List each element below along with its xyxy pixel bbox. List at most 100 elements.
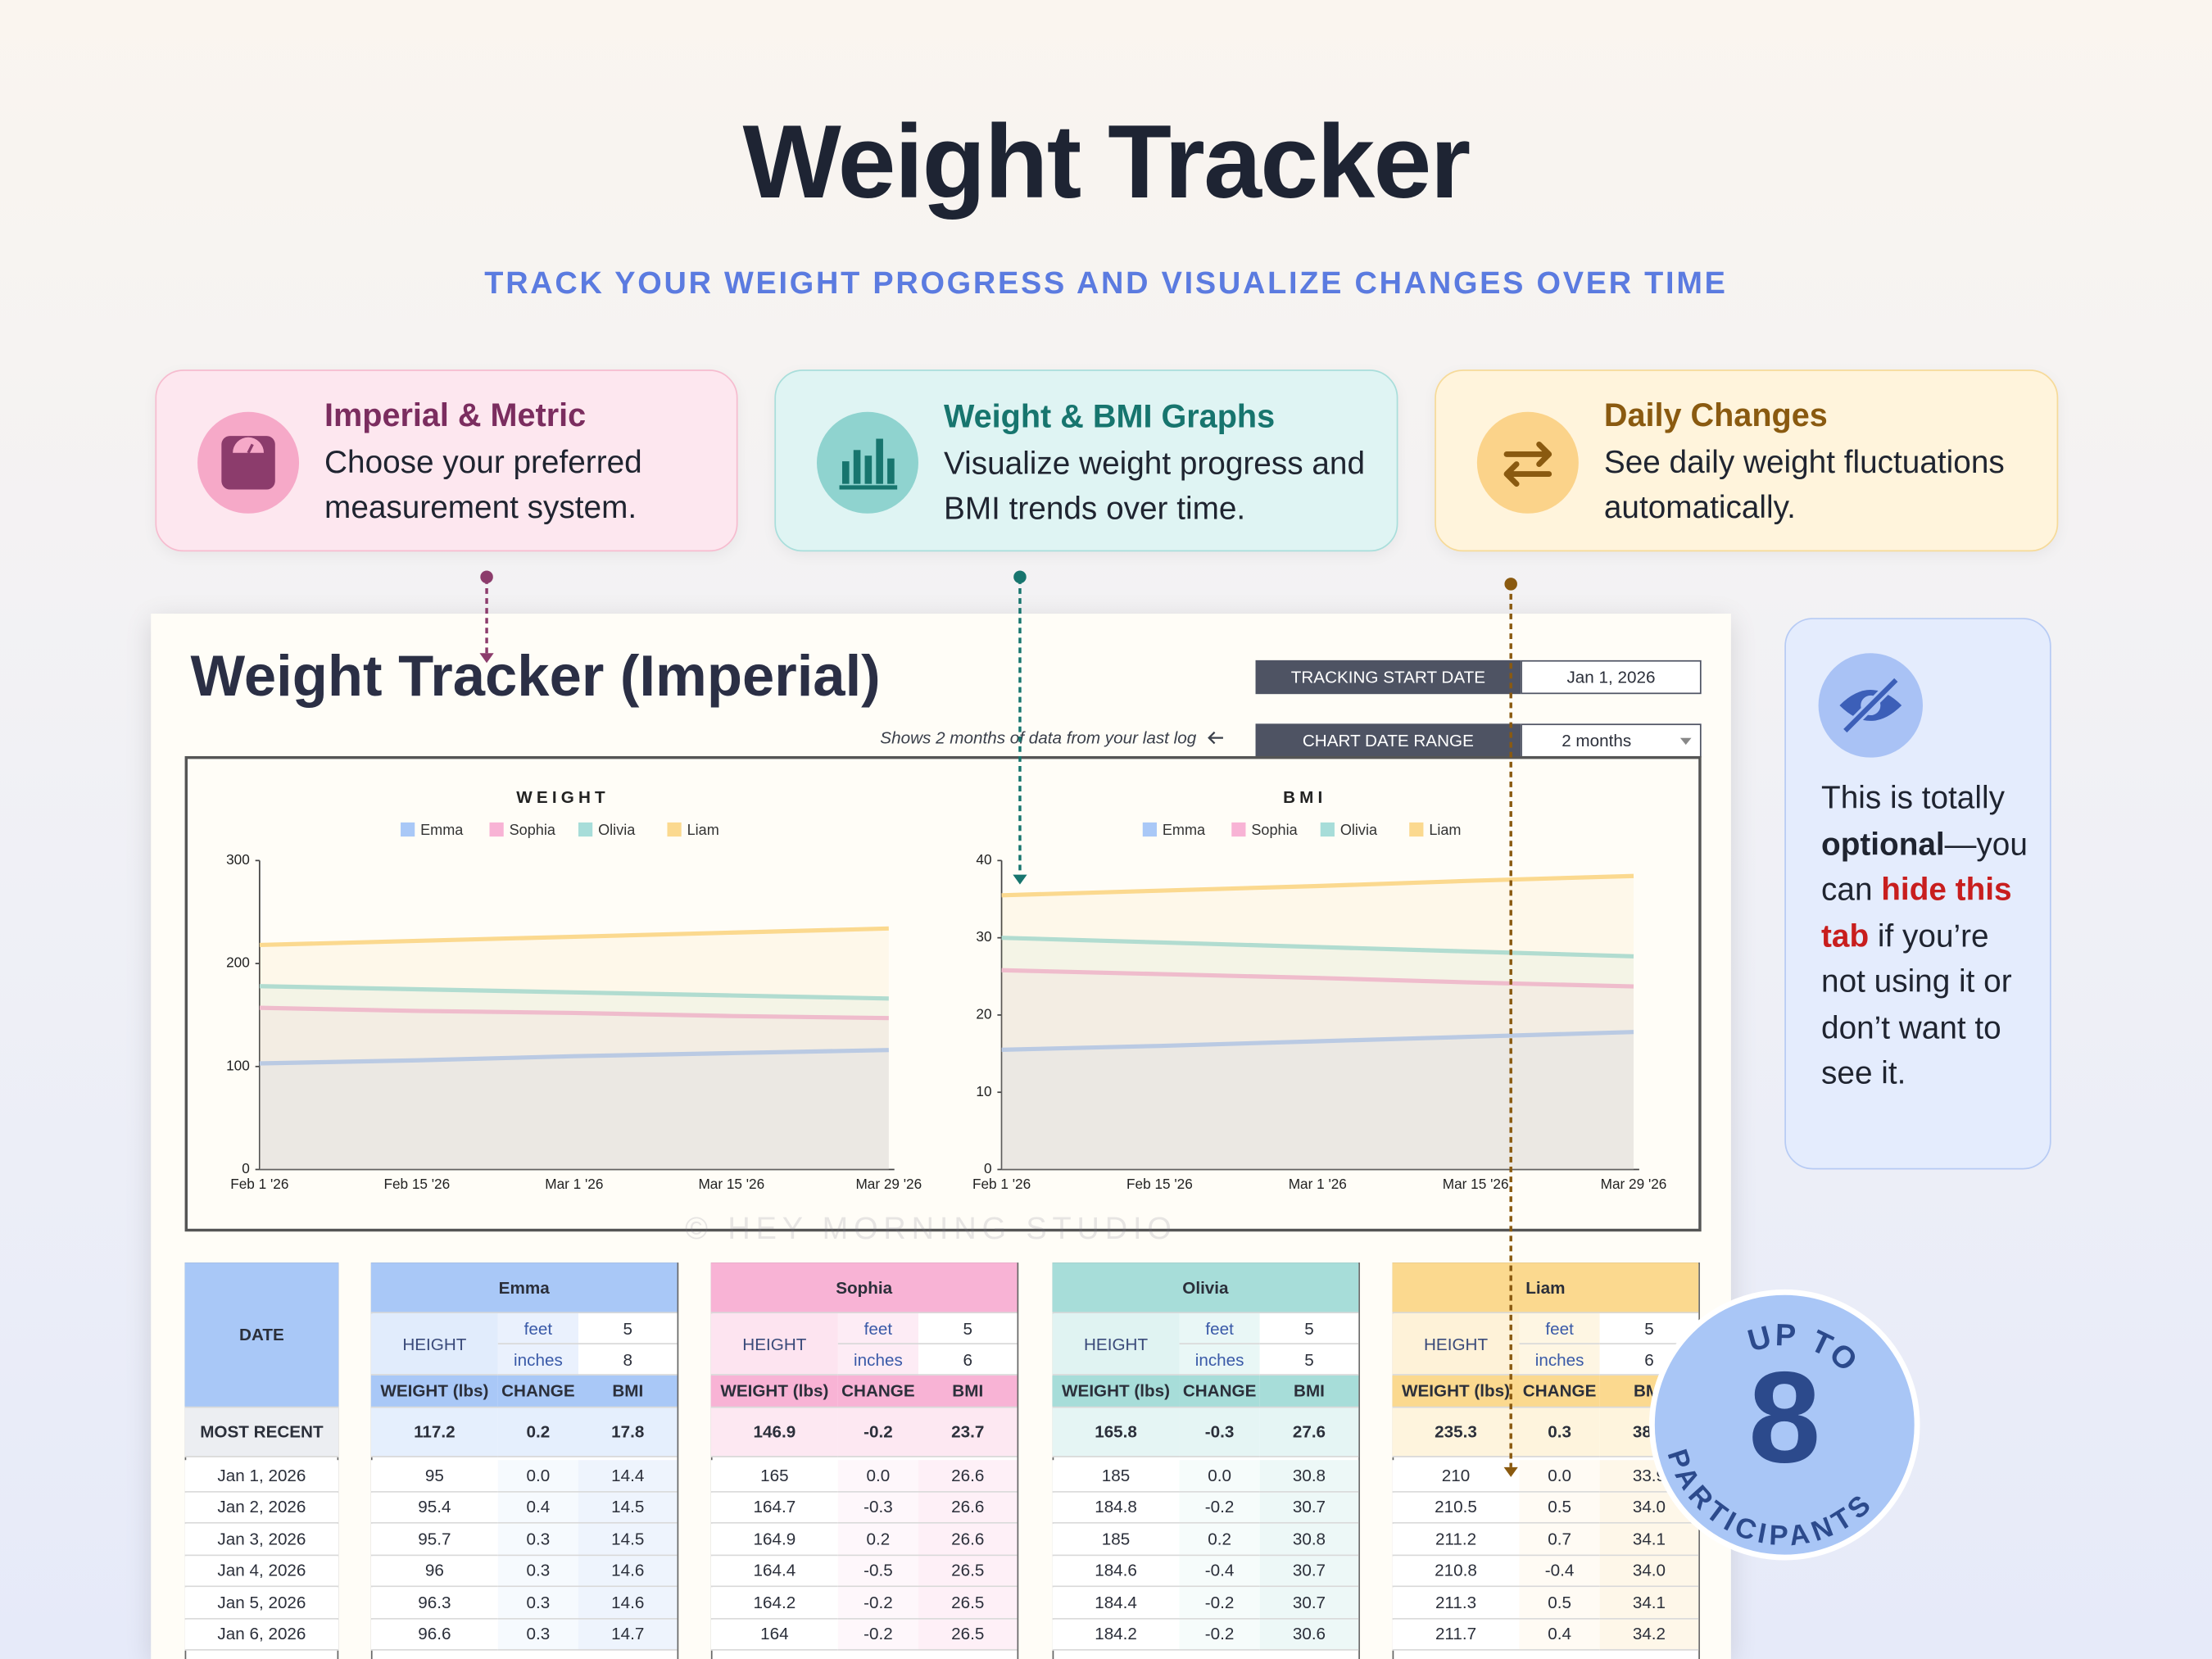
feature-card: Weight & BMI Graphs Visualize weight pro… xyxy=(774,369,1398,552)
side-note-part: This is totally xyxy=(1821,780,2005,816)
legend-swatch xyxy=(1320,822,1335,837)
area xyxy=(1001,970,1634,1170)
area xyxy=(1001,937,1634,1170)
table-cell: 17.8 xyxy=(578,1407,678,1457)
table-cell: 27.6 xyxy=(1259,1407,1359,1457)
feature-title: Imperial & Metric xyxy=(324,396,587,433)
x-tick-label: Mar 15 '26 xyxy=(698,1176,764,1192)
table-cell: -0.2 xyxy=(1179,1618,1260,1651)
table-cell: Emma xyxy=(370,1262,678,1314)
table-cell: Jan 6, 2026 xyxy=(184,1618,339,1651)
table-cell: inches xyxy=(837,1344,918,1376)
table-cell: 23.7 xyxy=(918,1407,1018,1457)
table-cell: 26.6 xyxy=(918,1460,1018,1492)
watermark: © HEY MORNING STUDIO xyxy=(685,1210,1177,1246)
table-cell: DATE xyxy=(184,1262,339,1408)
table-cell: 26.5 xyxy=(918,1618,1018,1651)
line xyxy=(1001,936,1634,959)
range-value[interactable]: 2 months xyxy=(1562,730,1632,751)
table-cell: 26.5 xyxy=(918,1555,1018,1588)
y-tick-label: 40 xyxy=(976,851,991,868)
legend-label: Emma xyxy=(420,822,464,838)
feature-icon xyxy=(1476,411,1579,514)
table-cell: 5 xyxy=(1259,1313,1359,1345)
table-cell: 0.7 xyxy=(1519,1523,1600,1556)
table-cell: 0.3 xyxy=(497,1587,578,1619)
table-cell: 211.3 xyxy=(1392,1587,1520,1619)
table-cell: 96.6 xyxy=(370,1618,498,1651)
chart-title: WEIGHT xyxy=(516,788,610,807)
legend-label: Emma xyxy=(1163,822,1206,838)
badge-number: 8 xyxy=(1748,1344,1820,1489)
hide-icon xyxy=(1818,653,1924,758)
table-cell: BMI xyxy=(918,1375,1018,1408)
table-cell: 26.6 xyxy=(918,1491,1018,1524)
x-tick-label: Feb 1 '26 xyxy=(230,1176,288,1192)
table-cell: WEIGHT (lbs) xyxy=(1052,1375,1180,1408)
feature-title: Daily Changes xyxy=(1603,396,1828,433)
feature-text: See daily weight fluctuations automatica… xyxy=(1603,444,2005,525)
page-title: Weight Tracker xyxy=(742,102,1471,220)
side-note-part: if you’re not using it or don’t want to … xyxy=(1821,918,2012,1091)
table-cell: 0.3 xyxy=(1519,1407,1600,1457)
sheet-title: Weight Tracker (Imperial) xyxy=(190,643,881,709)
table-cell: -0.2 xyxy=(837,1618,918,1651)
table-cell: 164.2 xyxy=(710,1587,838,1619)
table-cell: inches xyxy=(1179,1344,1260,1376)
feature-text: Choose your preferred measurement system… xyxy=(324,444,642,525)
table-cell: CHANGE xyxy=(1519,1375,1600,1408)
table-cell: Jan 1, 2026 xyxy=(184,1460,339,1492)
table-cell: 8 xyxy=(578,1344,678,1376)
table-cell: BMI xyxy=(1259,1375,1359,1408)
legend-label: Olivia xyxy=(1340,822,1378,838)
y-tick-label: 0 xyxy=(984,1160,992,1176)
table-cell: 210 xyxy=(1392,1460,1520,1492)
table-cell: 14.4 xyxy=(578,1460,678,1492)
table-cell: 34.0 xyxy=(1599,1555,1699,1588)
area xyxy=(1001,876,1634,1170)
line xyxy=(259,1005,889,1021)
legend-swatch xyxy=(401,822,415,837)
area xyxy=(259,1049,889,1170)
legend-label: Sophia xyxy=(510,822,556,838)
table-cell: 30.8 xyxy=(1259,1460,1359,1492)
legend-swatch xyxy=(578,822,593,837)
table-cell: Jan 5, 2026 xyxy=(184,1587,339,1619)
range-note: Shows 2 months of data from your last lo… xyxy=(880,728,1197,748)
tracking-start-label: TRACKING START DATE xyxy=(1255,660,1521,695)
table-cell: 34.1 xyxy=(1599,1587,1699,1619)
chart-title: BMI xyxy=(1283,788,1326,807)
table-cell: 5 xyxy=(1259,1344,1359,1376)
table-cell: 5 xyxy=(918,1313,1018,1345)
table-cell: 34.1 xyxy=(1599,1523,1699,1556)
feature-text: Visualize weight progress and BMI trends… xyxy=(943,446,1366,527)
tracking-start-value[interactable]: Jan 1, 2026 xyxy=(1521,660,1702,695)
table-cell: 210.5 xyxy=(1392,1491,1520,1524)
table-cell: BMI xyxy=(578,1375,678,1408)
line xyxy=(1001,968,1634,989)
line xyxy=(259,1048,889,1066)
table-cell: 184.4 xyxy=(1052,1587,1180,1619)
table-cell: 0.3 xyxy=(497,1523,578,1556)
table-cell: 5 xyxy=(1599,1313,1699,1345)
table-cell: 95 xyxy=(370,1460,498,1492)
table-cell: Sophia xyxy=(710,1262,1018,1314)
table-cell: 0.3 xyxy=(497,1555,578,1588)
table-cell: -0.5 xyxy=(837,1555,918,1588)
table-cell: 210.8 xyxy=(1392,1555,1520,1588)
area xyxy=(1001,1031,1634,1170)
table-cell: 211.7 xyxy=(1392,1618,1520,1651)
table-cell: 0.0 xyxy=(1519,1460,1600,1492)
table-cell: 0.2 xyxy=(837,1523,918,1556)
table-cell: Jan 3, 2026 xyxy=(184,1523,339,1556)
table-cell: 14.5 xyxy=(578,1523,678,1556)
table-cell: 0.4 xyxy=(1519,1618,1600,1651)
table-cell: 14.6 xyxy=(578,1555,678,1588)
table-cell: 30.7 xyxy=(1259,1587,1359,1619)
table-cell: HEIGHT xyxy=(370,1313,498,1376)
legend-label: Liam xyxy=(687,822,719,838)
table-cell: 0.2 xyxy=(1179,1523,1260,1556)
